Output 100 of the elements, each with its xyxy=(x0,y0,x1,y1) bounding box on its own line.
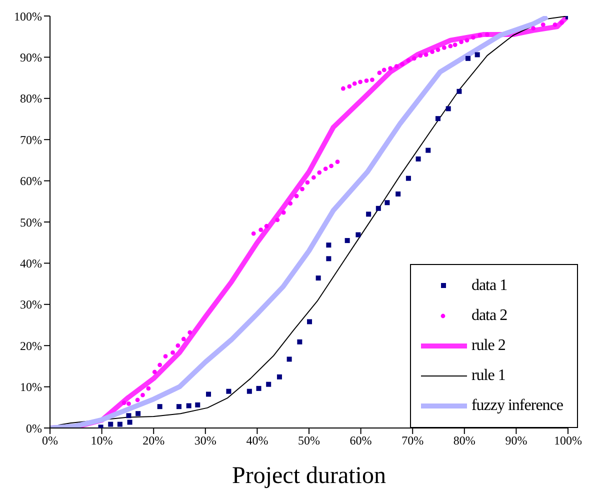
point xyxy=(456,88,462,94)
legend-label: rule 1 xyxy=(471,367,506,385)
y-tick-label: 60% xyxy=(20,174,42,188)
point xyxy=(127,420,132,425)
point xyxy=(424,52,428,57)
point xyxy=(281,210,286,215)
point xyxy=(176,343,180,348)
point xyxy=(412,56,416,61)
point xyxy=(436,48,440,52)
point xyxy=(226,388,232,394)
point xyxy=(266,382,272,387)
y-tick-label: 70% xyxy=(20,132,42,147)
point xyxy=(305,180,310,185)
point xyxy=(356,232,361,238)
point xyxy=(152,370,157,374)
point xyxy=(430,50,434,54)
y-tick-label: 10% xyxy=(20,380,42,394)
point xyxy=(117,422,122,427)
point xyxy=(446,106,451,112)
point xyxy=(370,78,374,82)
y-tick-label: 0% xyxy=(26,421,42,436)
point xyxy=(347,84,352,89)
point xyxy=(195,402,200,408)
point xyxy=(316,276,321,281)
point xyxy=(157,404,162,410)
point xyxy=(464,38,470,43)
point xyxy=(531,26,536,31)
point xyxy=(452,42,458,48)
point xyxy=(258,228,264,232)
point xyxy=(300,186,304,192)
point xyxy=(396,191,401,196)
point xyxy=(388,66,393,71)
point xyxy=(326,256,332,262)
y-tick-label: 90% xyxy=(20,50,42,64)
point xyxy=(540,22,546,27)
point xyxy=(352,81,357,86)
point xyxy=(136,411,141,416)
point xyxy=(416,156,421,162)
x-tick-label: 90% xyxy=(505,434,528,448)
point xyxy=(256,386,262,391)
x-tick-label: 60% xyxy=(350,434,372,448)
x-tick-label: 50% xyxy=(298,434,320,448)
legend-label: rule 2 xyxy=(471,337,506,355)
point xyxy=(264,224,269,228)
x-tick-label: 30% xyxy=(194,434,216,448)
point xyxy=(122,400,126,406)
point xyxy=(326,242,332,248)
point xyxy=(135,398,140,402)
x-tick-label: 0% xyxy=(42,434,58,448)
point xyxy=(108,422,114,427)
point xyxy=(406,176,411,181)
point xyxy=(329,164,334,168)
x-tick-label: 100% xyxy=(554,434,582,448)
point xyxy=(158,362,162,368)
point xyxy=(297,339,302,344)
y-tick-label: 40% xyxy=(20,256,42,270)
point xyxy=(435,116,440,122)
point xyxy=(466,56,471,61)
x-tick-label: 40% xyxy=(246,434,268,448)
point xyxy=(358,80,362,84)
point xyxy=(426,148,431,153)
point xyxy=(188,330,192,335)
y-tick-label: 100% xyxy=(14,9,42,24)
y-tick-label: 80% xyxy=(20,92,42,106)
y-tick-label: 50% xyxy=(20,215,42,230)
point xyxy=(246,388,252,394)
point xyxy=(307,319,312,324)
legend-label: data 2 xyxy=(471,307,508,325)
point xyxy=(344,238,350,244)
point xyxy=(377,70,382,76)
point xyxy=(294,194,299,198)
point xyxy=(418,53,423,58)
point xyxy=(448,44,453,48)
point xyxy=(311,175,316,180)
point xyxy=(288,201,293,206)
point xyxy=(406,58,411,63)
point xyxy=(176,404,182,410)
legend-label: fuzzy inference xyxy=(471,397,563,415)
point xyxy=(140,392,145,398)
legend-label: data 1 xyxy=(471,277,508,295)
point xyxy=(126,413,132,418)
point xyxy=(394,64,399,68)
point xyxy=(474,52,480,58)
point xyxy=(384,200,390,206)
y-tick-label: 30% xyxy=(20,298,42,312)
point xyxy=(170,350,175,355)
y-tick-label: 20% xyxy=(20,338,42,353)
point xyxy=(286,356,292,362)
point xyxy=(382,68,386,72)
point xyxy=(364,78,369,83)
point xyxy=(552,22,558,27)
point xyxy=(206,392,212,397)
point xyxy=(366,212,372,217)
point xyxy=(146,386,151,391)
point xyxy=(335,160,340,164)
point xyxy=(317,170,322,175)
point xyxy=(181,336,186,342)
point xyxy=(275,218,280,222)
point xyxy=(186,403,192,408)
x-tick-label: 70% xyxy=(402,434,424,448)
